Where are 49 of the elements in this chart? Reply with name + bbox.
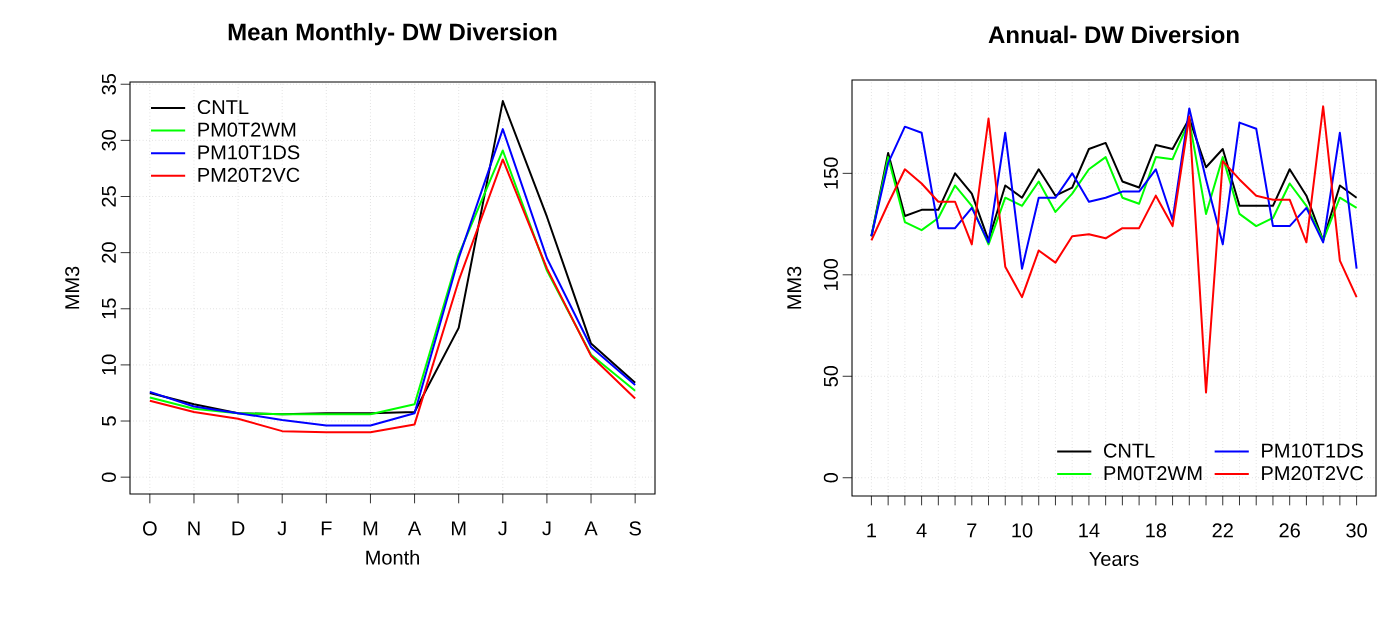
y-tick-label: 30 bbox=[101, 130, 116, 151]
line-series bbox=[870, 107, 1358, 270]
y-tick-label: 5 bbox=[102, 416, 116, 426]
legend-label: CNTL bbox=[1104, 443, 1155, 458]
y-tick-label: 25 bbox=[101, 186, 116, 207]
line-series bbox=[870, 105, 1358, 394]
x-tick-label: A bbox=[407, 521, 422, 536]
y-axis-title: MM3 bbox=[787, 266, 802, 309]
x-tick-label: J bbox=[498, 521, 507, 536]
chart-title: Mean Monthly- DW Diversion bbox=[228, 22, 557, 46]
y-tick-label: 35 bbox=[101, 73, 116, 95]
x-tick-label: 10 bbox=[1012, 523, 1033, 538]
legend-label: PM10T1DS bbox=[1262, 443, 1363, 458]
x-tick-label: 1 bbox=[867, 523, 876, 538]
x-tick-label: 22 bbox=[1212, 523, 1233, 538]
x-tick-label: 26 bbox=[1279, 523, 1300, 538]
legend-label: PM20T2VC bbox=[198, 167, 300, 182]
y-tick-label: 100 bbox=[823, 258, 838, 290]
y-tick-label: 15 bbox=[102, 298, 116, 319]
x-tick-label: A bbox=[584, 521, 598, 536]
y-tick-label: 10 bbox=[101, 354, 116, 375]
legend-label: PM0T2WM bbox=[198, 122, 296, 137]
x-tick-label: J bbox=[277, 521, 286, 536]
x-tick-label: M bbox=[363, 521, 378, 536]
y-tick-label: 50 bbox=[823, 365, 838, 387]
x-tick-label: F bbox=[321, 521, 332, 536]
x-tick-label: S bbox=[629, 521, 641, 536]
y-tick-label: 20 bbox=[101, 242, 116, 263]
x-tick-label: D bbox=[232, 521, 245, 536]
y-axis-title: MM3 bbox=[65, 266, 80, 309]
x-tick-label: N bbox=[188, 521, 200, 536]
x-tick-label: 7 bbox=[967, 523, 977, 538]
legend-label: PM20T2VC bbox=[1262, 466, 1364, 481]
legend-label: PM10T1DS bbox=[198, 145, 300, 160]
legend-label: CNTL bbox=[197, 99, 249, 115]
legend-label: PM0T2WM bbox=[1104, 466, 1202, 481]
y-tick-label: 150 bbox=[823, 157, 838, 189]
y-tick-label: 0 bbox=[823, 472, 838, 483]
x-tick-label: 14 bbox=[1079, 523, 1100, 538]
chart-title: Annual- DW Diversion bbox=[988, 25, 1239, 44]
x-tick-label: 30 bbox=[1346, 523, 1367, 538]
x-tick-label: 18 bbox=[1146, 523, 1167, 538]
x-tick-label: J bbox=[542, 521, 551, 536]
x-tick-label: 4 bbox=[916, 523, 927, 538]
x-axis-title: Month bbox=[366, 550, 419, 565]
x-tick-label: M bbox=[451, 521, 466, 536]
x-axis-title: Years bbox=[1089, 552, 1139, 566]
x-tick-label: O bbox=[143, 521, 157, 536]
y-tick-label: 0 bbox=[101, 472, 116, 482]
